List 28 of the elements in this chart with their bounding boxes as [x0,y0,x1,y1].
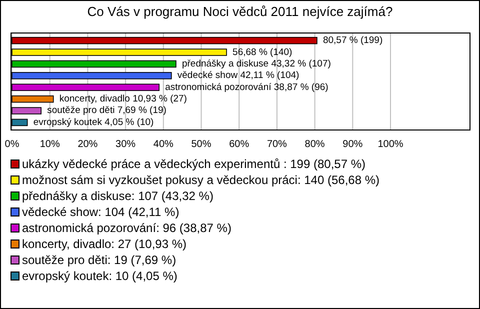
x-tick-label: 40% [153,139,174,150]
x-tick-label: 20% [78,139,98,150]
data-label: přednášky a diskuse 43,32 % (107) [182,58,331,70]
x-tick-label: 30% [116,139,136,150]
legend-label: koncerty, divadlo: 27 (10,93 %) [22,237,187,251]
data-label: soutěže pro děti 7,69 % (19) [47,105,166,116]
x-tick-label: 100% [378,139,404,150]
legend-label: soutěže pro děti: 19 (7,69 %) [22,253,176,267]
x-tick-label: 60% [229,139,250,150]
data-label: vědecké show 42,11 % (104) [177,70,300,82]
x-tick-label: 50% [191,139,212,150]
legend-label: evropský koutek: 10 (4,05 %) [22,269,178,283]
x-tick-label: 70% [266,139,288,150]
data-label: koncerty, divadlo 10,93 % (27) [59,94,187,105]
x-tick-label: 0% [4,139,20,150]
data-label: 80,57 % (199) [322,35,383,46]
x-tick-label: 90% [342,139,363,150]
legend-label: astronomická pozorování: 96 (38,87 %) [22,221,232,235]
chart-title: Co Vás v programu Noci vědců 2011 nejvíce zajímá? [87,4,393,19]
legend-label: vědecké show: 104 (42,11 %) [22,205,180,219]
legend-label: ukázky vědecké práce a vědeckých experimentů : 199 (80,57 %) [22,157,366,171]
legend-label: přednášky a diskuse: 107 (43,32 %) [22,189,214,203]
x-tick-label: 10% [40,139,60,150]
x-tick-label: 80% [304,139,325,150]
data-label: astronomická pozorování 38,87 % (96) [165,82,328,93]
data-label: evropský koutek 4,05 % (10) [33,116,154,128]
data-label: 56,68 % (140) [232,46,292,58]
legend-label: možnost sám si vyzkoušet pokusy a vědeckou práci: 140 (56,68 %) [22,173,380,187]
